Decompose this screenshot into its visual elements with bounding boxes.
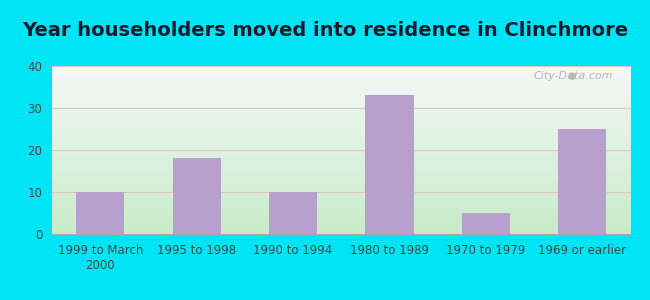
Text: ●: ●: [567, 71, 575, 81]
Text: Year householders moved into residence in Clinchmore: Year householders moved into residence i…: [22, 21, 628, 40]
Text: City-Data.com: City-Data.com: [534, 71, 613, 81]
Bar: [558, 129, 606, 234]
Bar: [269, 192, 317, 234]
Bar: [365, 95, 413, 234]
Bar: [462, 213, 510, 234]
Bar: [172, 158, 221, 234]
Bar: [76, 192, 124, 234]
